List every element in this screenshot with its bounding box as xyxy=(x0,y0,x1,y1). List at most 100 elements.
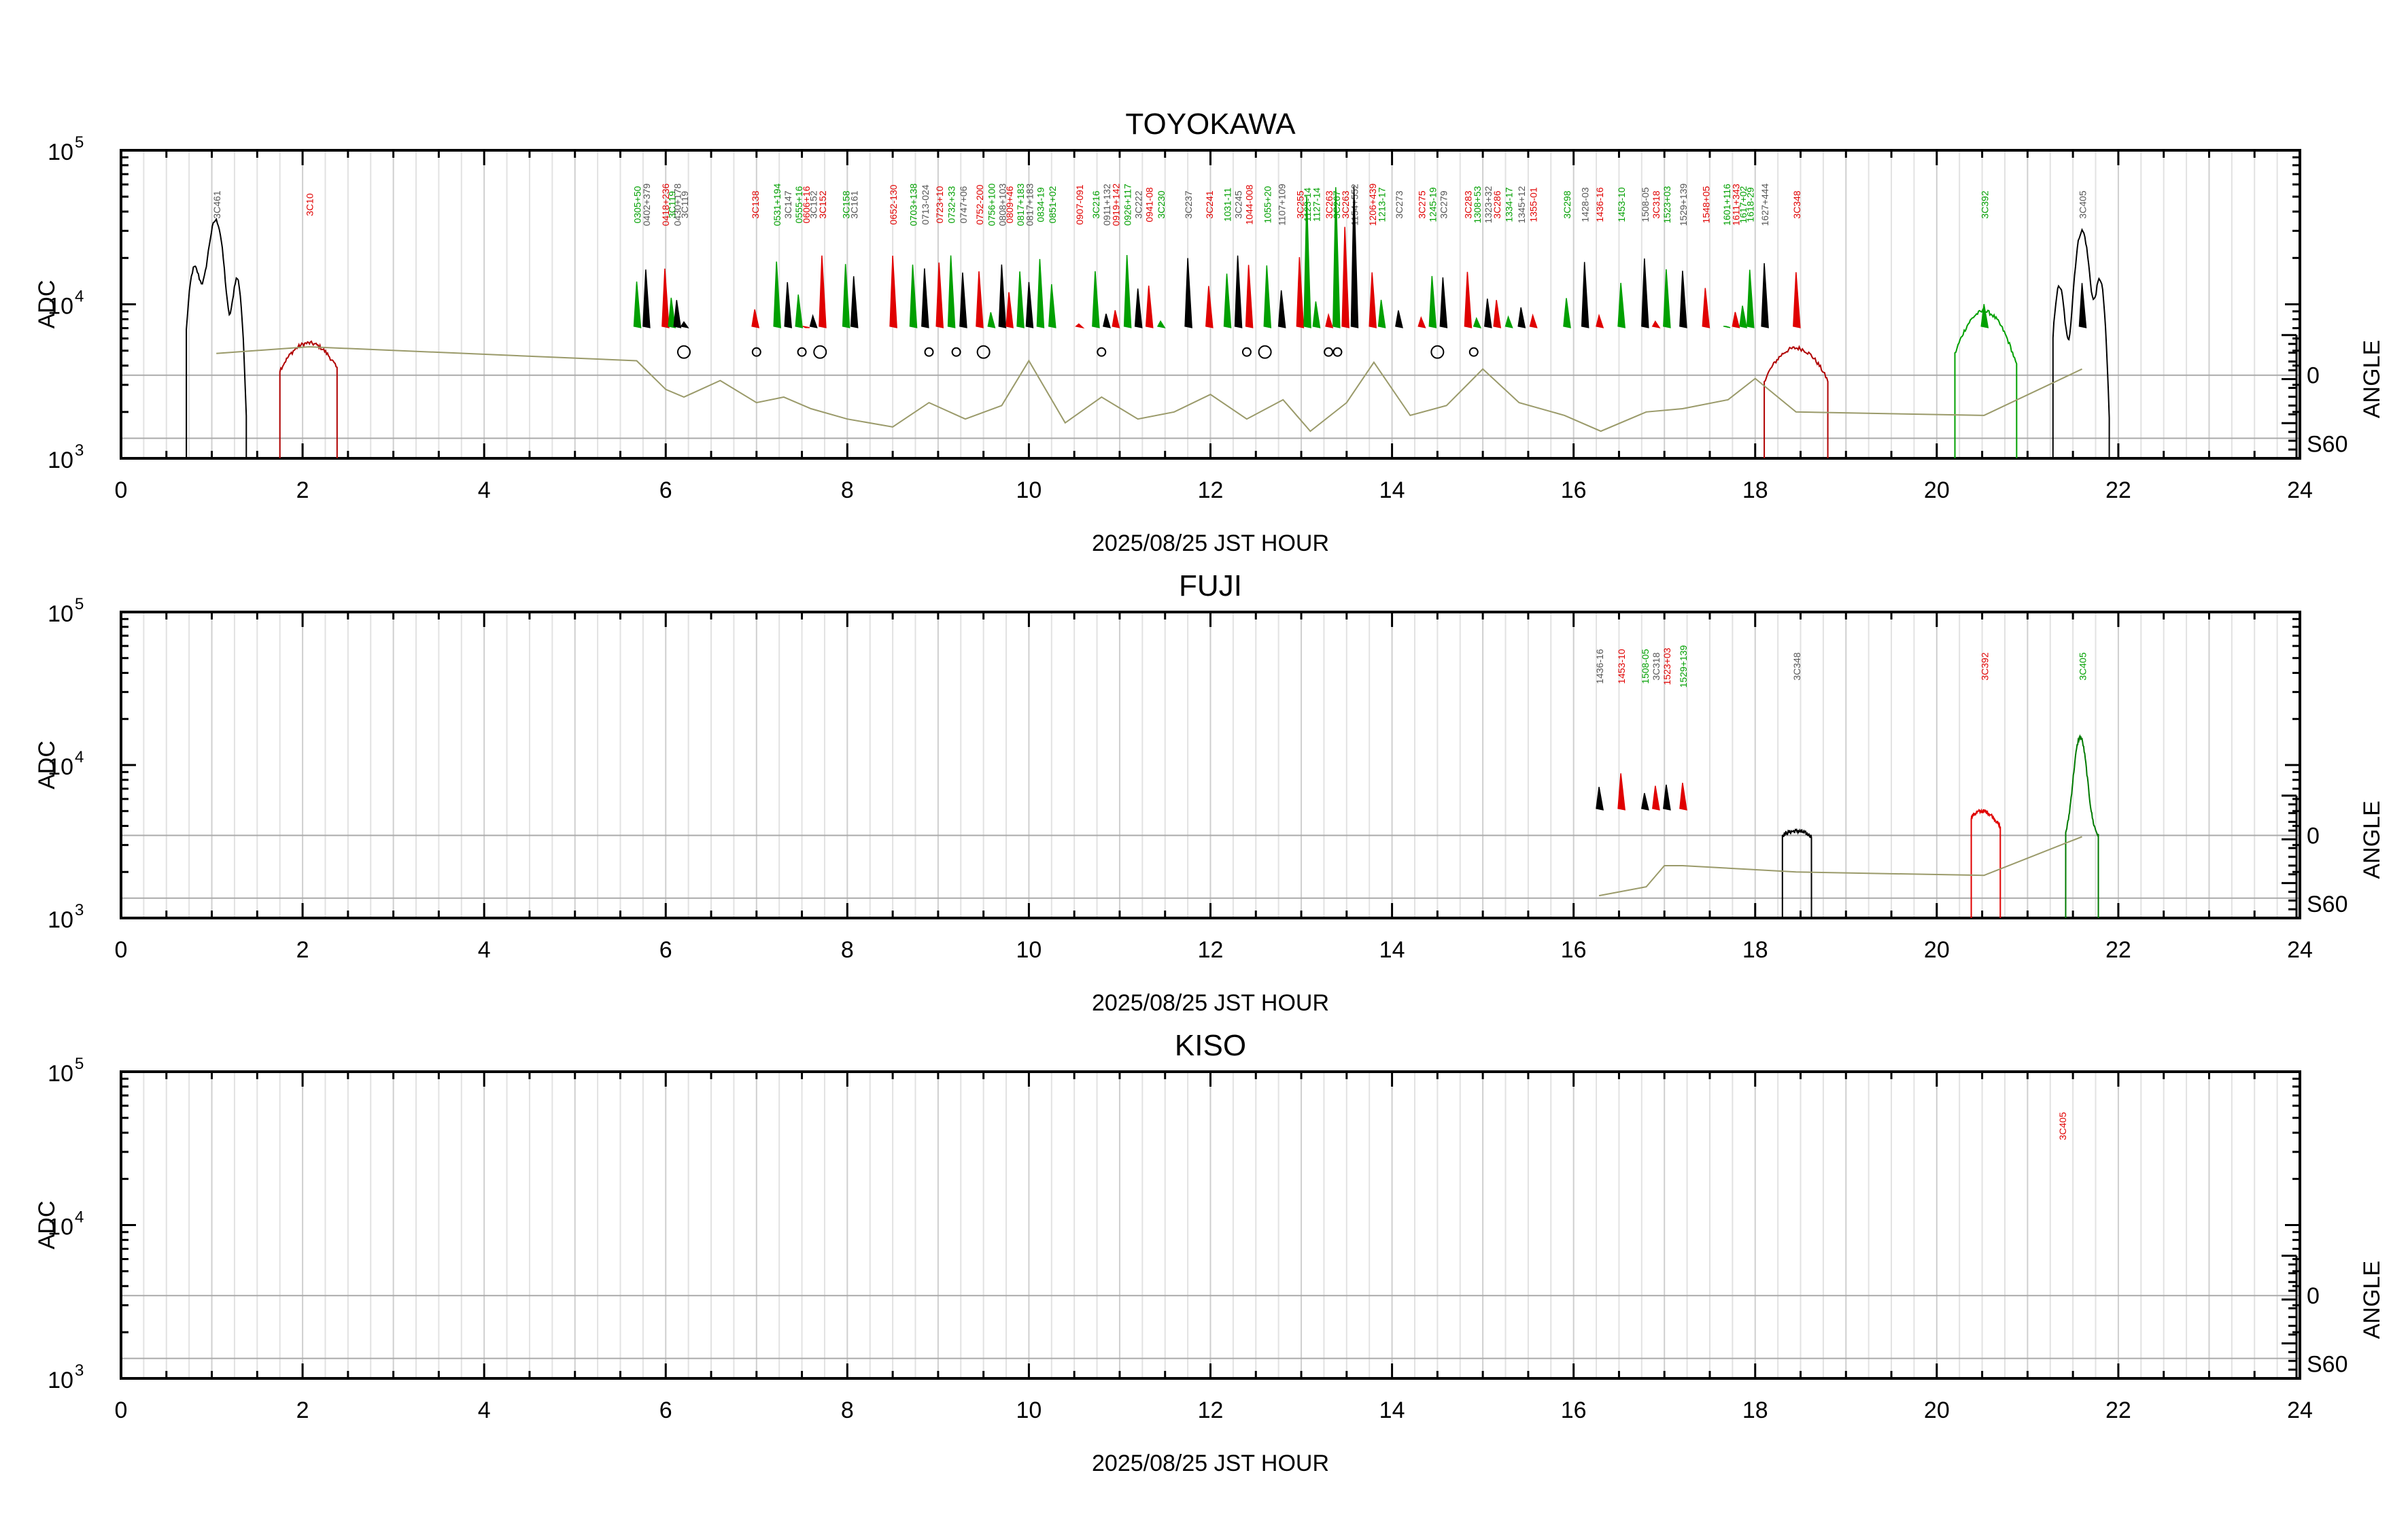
source-spike xyxy=(795,294,804,328)
source-spike xyxy=(1473,317,1482,328)
signal-trace-3C348 xyxy=(1781,828,1812,919)
source-label: 0402+379 xyxy=(641,183,652,226)
source-spike xyxy=(1005,292,1014,328)
x-tick-label: 18 xyxy=(1742,1397,1768,1423)
source-label: 0732+33 xyxy=(946,186,957,223)
source-spike xyxy=(959,272,967,328)
x-tick-label: 20 xyxy=(1924,477,1950,503)
source-spike xyxy=(773,261,781,328)
source-spike xyxy=(1980,304,1989,328)
x-tick-label: 10 xyxy=(1016,477,1042,503)
source-label: 3C245 xyxy=(1233,190,1244,218)
x-tick-label: 14 xyxy=(1379,1397,1405,1423)
source-spike xyxy=(998,264,1007,328)
elevation-trace xyxy=(1598,836,2082,897)
y-axis-label: ADC xyxy=(34,280,60,329)
source-label: 1044-008 xyxy=(1244,184,1255,224)
y-tick-label-exponent: 4 xyxy=(75,288,84,306)
phase-marker xyxy=(1332,347,1343,357)
phase-marker xyxy=(1324,347,1334,357)
source-spike xyxy=(909,265,918,328)
phase-marker xyxy=(976,345,991,359)
source-spike xyxy=(1493,300,1502,328)
source-spike xyxy=(1417,316,1426,328)
y-tick-label-exponent: 5 xyxy=(75,1055,84,1073)
y-tick-label-base: 10 xyxy=(48,139,73,165)
source-label: 1508-05 xyxy=(1640,649,1651,684)
source-label: 3C405 xyxy=(2057,1112,2068,1140)
source-spike xyxy=(809,313,818,328)
source-spike xyxy=(661,268,670,328)
source-spike xyxy=(1529,313,1538,328)
x-tick-label: 16 xyxy=(1561,477,1587,503)
angle-tick-label: S60 xyxy=(2307,1352,2348,1378)
source-spike xyxy=(1739,305,1747,328)
angle-tick-label: 0 xyxy=(2307,1283,2320,1309)
signal-trace-3C392 xyxy=(1954,308,2018,459)
source-spike xyxy=(784,282,793,328)
source-label: 0305+50 xyxy=(632,186,643,223)
source-spike xyxy=(1312,301,1321,328)
x-tick-label: 14 xyxy=(1379,477,1405,503)
source-label: 3C392 xyxy=(1979,652,1990,680)
phase-marker xyxy=(1097,347,1107,357)
source-label: 3C273 xyxy=(1394,190,1405,218)
source-label: 3C241 xyxy=(1204,190,1215,218)
source-label: 0713-024 xyxy=(920,184,931,224)
source-label: 3C255 xyxy=(1294,190,1305,218)
phase-marker xyxy=(797,347,807,357)
source-spike xyxy=(1563,298,1571,328)
source-label: 0531+194 xyxy=(772,183,782,226)
source-label: 1206+439 xyxy=(1367,183,1378,226)
source-label: 1334-17 xyxy=(1504,187,1515,222)
source-spike xyxy=(1732,311,1740,328)
y-axis-label: ADC xyxy=(34,741,60,790)
source-label: 0418+236 xyxy=(660,183,671,226)
y-tick-label-base: 10 xyxy=(48,1368,73,1393)
source-label: 1031-11 xyxy=(1222,188,1233,222)
source-label: 3C216 xyxy=(1090,190,1101,218)
source-spike xyxy=(1156,320,1166,328)
x-tick-label: 24 xyxy=(2287,477,2313,503)
source-spike xyxy=(850,276,859,328)
source-label: 1308+53 xyxy=(1472,186,1483,223)
source-spike xyxy=(1652,785,1660,811)
source-label: 0817+183 xyxy=(1024,183,1035,226)
source-label: 3C237 xyxy=(1183,190,1194,218)
angle-tick-label: 0 xyxy=(2307,824,2320,849)
source-label: 3C119 xyxy=(679,191,690,218)
y-tick-label-exponent: 5 xyxy=(75,595,84,613)
x-tick-label: 8 xyxy=(841,477,854,503)
signal-trace-3C405 xyxy=(2065,734,2099,919)
source-spike xyxy=(633,281,642,328)
source-spike xyxy=(935,262,944,328)
source-spike xyxy=(1702,288,1710,328)
source-spike xyxy=(680,321,689,328)
source-label: 1529+139 xyxy=(1678,645,1689,687)
source-label: 0941-08 xyxy=(1144,187,1155,222)
source-label: 3C230 xyxy=(1156,190,1167,218)
source-spike xyxy=(1504,315,1513,328)
phase-marker xyxy=(1430,345,1445,359)
source-label: 1428-03 xyxy=(1580,187,1591,222)
source-spike xyxy=(1025,282,1034,328)
phase-marker xyxy=(1241,347,1252,357)
source-label: 0703+138 xyxy=(908,183,918,226)
y-tick-label-base: 10 xyxy=(48,754,73,780)
source-label: 0430+178 xyxy=(672,183,683,226)
source-label: 1617+02 xyxy=(1738,186,1749,223)
source-label: 3C158 xyxy=(841,190,852,218)
source-spike xyxy=(1092,271,1100,328)
x-tick-label: 0 xyxy=(115,937,128,963)
source-label: 0911+132 xyxy=(1101,184,1112,226)
source-label: 3C318 xyxy=(1651,190,1662,218)
source-label: 3C318 xyxy=(1651,652,1662,680)
x-tick-label: 0 xyxy=(115,1397,128,1423)
angle-tick-label: 0 xyxy=(2307,363,2320,389)
source-label: 1127-14 xyxy=(1311,188,1322,222)
x-tick-label: 16 xyxy=(1561,1397,1587,1423)
source-spike xyxy=(1581,262,1589,328)
x-tick-label: 10 xyxy=(1016,937,1042,963)
x-tick-label: 16 xyxy=(1561,937,1587,963)
